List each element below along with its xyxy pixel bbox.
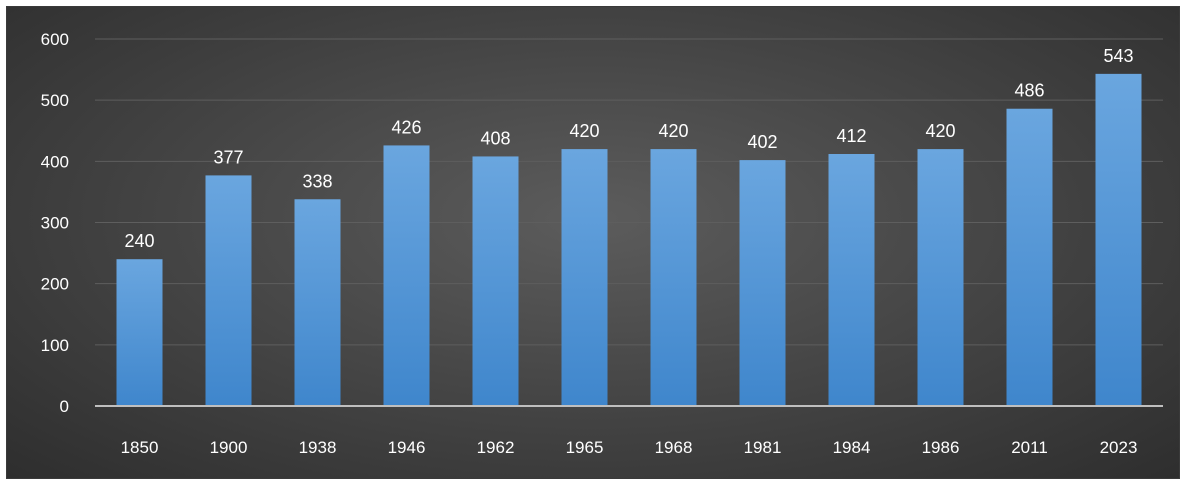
bar-1984: [828, 153, 875, 406]
data-label-1938: 338: [302, 171, 332, 191]
chart-area: 0 100 200 300 400 500 600 240 377 338 426 408 420 42…: [6, 6, 1180, 479]
data-label-2023: 543: [1103, 46, 1133, 66]
bar-1968: [650, 149, 697, 406]
x-tick-label-1965: 1965: [566, 438, 604, 457]
x-tick-label-1946: 1946: [388, 438, 426, 457]
bar-1965: [561, 149, 608, 406]
x-tick-label-1850: 1850: [121, 438, 159, 457]
bars: [116, 73, 1142, 407]
bar-1900: [205, 175, 252, 406]
bar-2023: [1095, 73, 1142, 407]
x-axis-ticks: 1850 1900 1938 1946 1962 1965 1968 1981 1984 1986…: [121, 438, 1138, 457]
y-tick-label: 0: [60, 397, 69, 416]
bar-1986: [917, 149, 964, 406]
x-tick-label-1938: 1938: [299, 438, 337, 457]
data-label-1986: 420: [925, 121, 955, 141]
data-labels: 240 377 338 426 408 420 420 402 412 420 486 543: [124, 46, 1133, 251]
gridlines: [95, 38, 1163, 346]
x-tick-label-1986: 1986: [922, 438, 960, 457]
y-tick-label: 200: [41, 275, 69, 294]
x-tick-label-2023: 2023: [1100, 438, 1138, 457]
data-label-1965: 420: [569, 121, 599, 141]
bar-2011: [1006, 108, 1053, 406]
y-tick-label: 100: [41, 336, 69, 355]
data-label-2011: 486: [1014, 81, 1044, 101]
x-tick-label-1900: 1900: [210, 438, 248, 457]
y-tick-label: 300: [41, 214, 69, 233]
y-tick-label: 600: [41, 30, 69, 49]
x-tick-label-1968: 1968: [655, 438, 693, 457]
data-label-1850: 240: [124, 231, 154, 251]
data-label-1981: 402: [747, 132, 777, 152]
x-tick-label-1984: 1984: [833, 438, 871, 457]
x-tick-label-2011: 2011: [1011, 438, 1048, 457]
data-label-1946: 426: [391, 117, 421, 137]
data-label-1962: 408: [480, 128, 510, 148]
bar-1981: [739, 160, 786, 406]
bar-1946: [383, 145, 430, 406]
bar-1850: [116, 259, 163, 406]
bar-chart: 0 100 200 300 400 500 600 240 377 338 426 408 420 42…: [41, 30, 1163, 457]
x-tick-label-1962: 1962: [477, 438, 515, 457]
y-tick-label: 500: [41, 91, 69, 110]
bar-1938: [294, 199, 341, 406]
data-label-1900: 377: [213, 147, 243, 167]
data-label-1968: 420: [658, 121, 688, 141]
x-tick-label-1981: 1981: [744, 438, 782, 457]
y-tick-label: 400: [41, 152, 69, 171]
data-label-1984: 412: [836, 126, 866, 146]
bar-1962: [472, 156, 519, 406]
y-axis-ticks: 0 100 200 300 400 500 600: [41, 30, 69, 416]
